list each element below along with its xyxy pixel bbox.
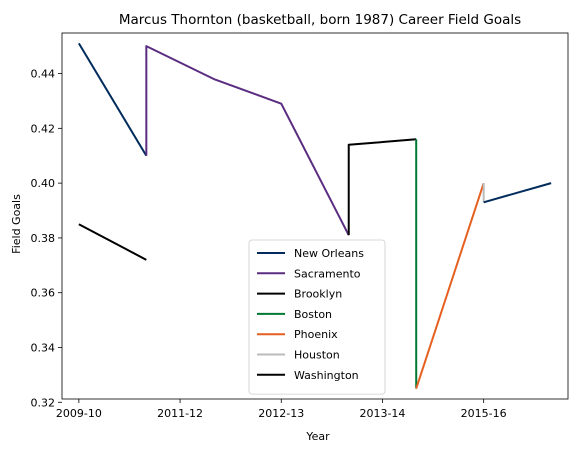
chart-title: Marcus Thornton (basketball, born 1987) … — [119, 12, 521, 28]
plot-area — [78, 42, 552, 389]
legend-box — [248, 239, 386, 395]
y-tick-label: 0.42 — [31, 122, 56, 135]
legend-label: Phoenix — [294, 328, 338, 341]
series-line-sacramento — [145, 45, 350, 236]
x-tick-label: 2013-14 — [359, 407, 405, 420]
legend-label: Washington — [294, 369, 359, 382]
x-tick-label: 2009-10 — [56, 407, 102, 420]
legend-label: Brooklyn — [294, 288, 342, 301]
y-tick-label: 0.36 — [31, 287, 56, 300]
legend-label: New Orleans — [294, 247, 364, 260]
series-line-new-orleans — [78, 42, 148, 157]
axes-frame — [61, 32, 569, 400]
y-axis-label: Field Goals — [10, 194, 23, 254]
series-line-segment-7 — [483, 182, 552, 204]
x-axis-label: Year — [305, 430, 330, 443]
legend-label: Boston — [294, 308, 332, 321]
series-line-washington — [78, 223, 147, 261]
legend-label: Sacramento — [294, 267, 361, 280]
y-tick-label: 0.40 — [31, 177, 56, 190]
x-tick-label: 2011-12 — [157, 407, 203, 420]
legend-label: Houston — [294, 349, 340, 362]
y-tick-label: 0.44 — [31, 68, 56, 81]
y-tick-label: 0.32 — [31, 396, 56, 409]
x-tick-label: 2012-13 — [258, 407, 304, 420]
x-tick-label: 2015-16 — [461, 407, 507, 420]
axes: 2009-10 2011-12 2012-13 2013-14 2015-16 0.32 0… — [31, 32, 569, 420]
y-tick-label: 0.34 — [31, 341, 56, 354]
series-line-brooklyn — [347, 138, 417, 236]
y-tick-label: 0.38 — [31, 232, 56, 245]
series-line-phoenix — [415, 182, 485, 389]
legend: New Orleans Sacramento Brooklyn Boston Phoen… — [248, 239, 386, 395]
